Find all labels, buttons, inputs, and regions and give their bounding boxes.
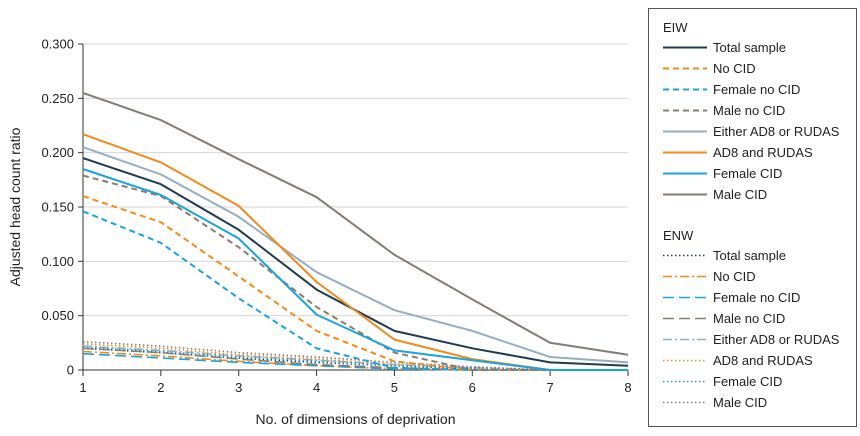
y-tick-label: 0.300	[41, 37, 74, 52]
x-axis-title: No. of dimensions of deprivation	[256, 411, 456, 427]
x-tick-label: 8	[624, 380, 631, 395]
legend-label: Male no CID	[713, 103, 785, 118]
legend-label: AD8 and RUDAS	[713, 353, 813, 368]
y-tick-label: 0.250	[41, 91, 74, 106]
y-tick-label: 0	[67, 363, 74, 378]
legend-label: Female no CID	[713, 82, 800, 97]
x-tick-label: 6	[469, 380, 476, 395]
legend-group-title: ENW	[663, 228, 694, 243]
legend-label: Female CID	[713, 374, 782, 389]
legend-label: Male CID	[713, 395, 767, 410]
x-tick-label: 5	[391, 380, 398, 395]
x-tick-label: 3	[235, 380, 242, 395]
series-line	[82, 133, 628, 371]
y-tick-label: 0.100	[41, 254, 74, 269]
axes: 0 0.050 0.100 0.150 0.200 0.250 0.300 1 2 3 4 5 6 7 8	[41, 37, 631, 396]
y-tick-label: 0.050	[41, 308, 74, 323]
legend-label: Total sample	[713, 40, 786, 55]
legend: EIW Total sample No CID Female no CID Male n…	[648, 8, 857, 427]
legend-label: Total sample	[713, 248, 786, 263]
legend-box	[648, 8, 857, 427]
y-axis-title: Adjusted head count ratio	[7, 127, 23, 286]
series-line	[82, 157, 629, 367]
legend-group-title: EIW	[663, 20, 688, 35]
x-tick-label: 2	[157, 380, 164, 395]
legend-label: Either AD8 or RUDAS	[713, 124, 840, 139]
legend-label: AD8 and RUDAS	[713, 145, 813, 160]
gridlines	[83, 43, 628, 317]
series-line	[82, 343, 628, 371]
legend-label: Either AD8 or RUDAS	[713, 332, 840, 347]
series-lines	[82, 91, 629, 371]
legend-label: No CID	[713, 61, 756, 76]
series-line	[82, 346, 628, 371]
x-tick-label: 1	[79, 380, 86, 395]
x-tick-label: 4	[313, 380, 320, 395]
legend-label: No CID	[713, 269, 756, 284]
y-tick-label: 0.200	[41, 145, 74, 160]
y-tick-label: 0.150	[41, 200, 74, 215]
series-line	[82, 210, 628, 371]
legend-label: Male no CID	[713, 311, 785, 326]
series-line	[82, 195, 628, 371]
series-line	[82, 91, 629, 356]
series-line	[82, 340, 628, 371]
legend-label: Female CID	[713, 166, 782, 181]
series-line	[82, 146, 629, 364]
series-line	[82, 168, 628, 371]
legend-label: Male CID	[713, 187, 767, 202]
legend-label: Female no CID	[713, 290, 800, 305]
x-tick-label: 7	[547, 380, 554, 395]
